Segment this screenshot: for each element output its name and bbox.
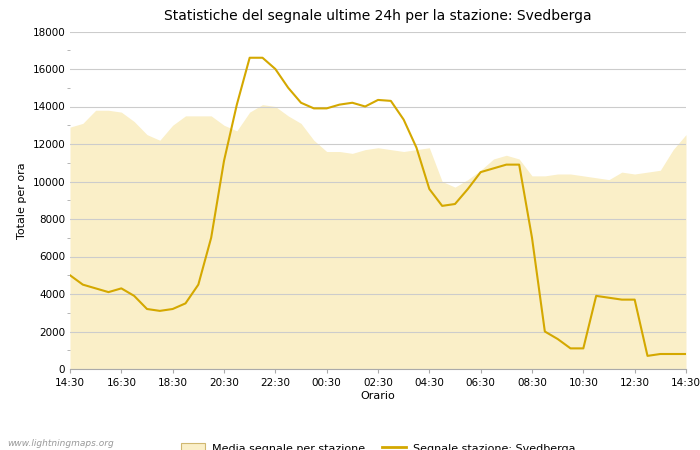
Title: Statistiche del segnale ultime 24h per la stazione: Svedberga: Statistiche del segnale ultime 24h per l…: [164, 9, 592, 23]
X-axis label: Orario: Orario: [360, 391, 395, 401]
Y-axis label: Totale per ora: Totale per ora: [17, 162, 27, 238]
Legend: Media segnale per stazione, Segnale stazione: Svedberga: Media segnale per stazione, Segnale staz…: [176, 438, 580, 450]
Text: www.lightningmaps.org: www.lightningmaps.org: [7, 439, 113, 448]
